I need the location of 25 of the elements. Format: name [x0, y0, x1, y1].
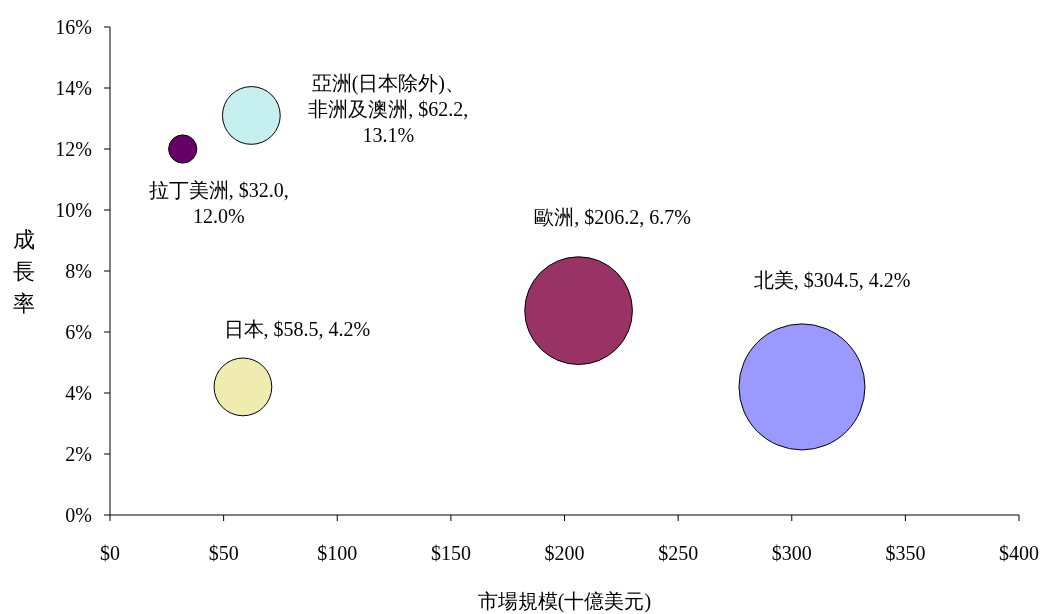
x-tick-label: $150	[430, 542, 471, 564]
y-tick-label: 16%	[55, 16, 92, 38]
data-label: 歐洲, $206.2, 6.7%	[534, 205, 691, 228]
x-tick-label: $200	[544, 542, 585, 564]
y-tick-label: 2%	[65, 443, 92, 465]
x-tick-label: $0	[100, 542, 120, 564]
x-tick-label: $50	[208, 542, 239, 564]
x-tick-label: $400	[999, 542, 1039, 564]
x-tick-label: $300	[771, 542, 812, 564]
x-axis-title: 市場規模(十億美元)	[477, 590, 652, 613]
y-tick-label: 6%	[65, 321, 92, 343]
data-label: 日本, $58.5, 4.2%	[223, 317, 371, 340]
x-tick-label: $250	[658, 542, 699, 564]
y-tick-label: 8%	[65, 260, 92, 282]
data-label: 亞洲(日本除外)、非洲及澳洲, $62.2, 13.1%	[308, 72, 469, 147]
y-axis-title: 成長率	[13, 227, 35, 316]
data-label: 北美, $304.5, 4.2%	[753, 268, 911, 291]
x-tick-label: $100	[317, 542, 358, 564]
y-tick-label: 10%	[55, 199, 92, 221]
y-tick-label: 4%	[65, 382, 92, 404]
x-tick-label: $350	[885, 542, 926, 564]
y-tick-label: 12%	[55, 138, 92, 160]
y-tick-label: 14%	[55, 77, 92, 99]
data-label: 拉丁美洲, $32.0, 12.0%	[148, 179, 289, 227]
y-tick-label: 0%	[65, 504, 92, 526]
